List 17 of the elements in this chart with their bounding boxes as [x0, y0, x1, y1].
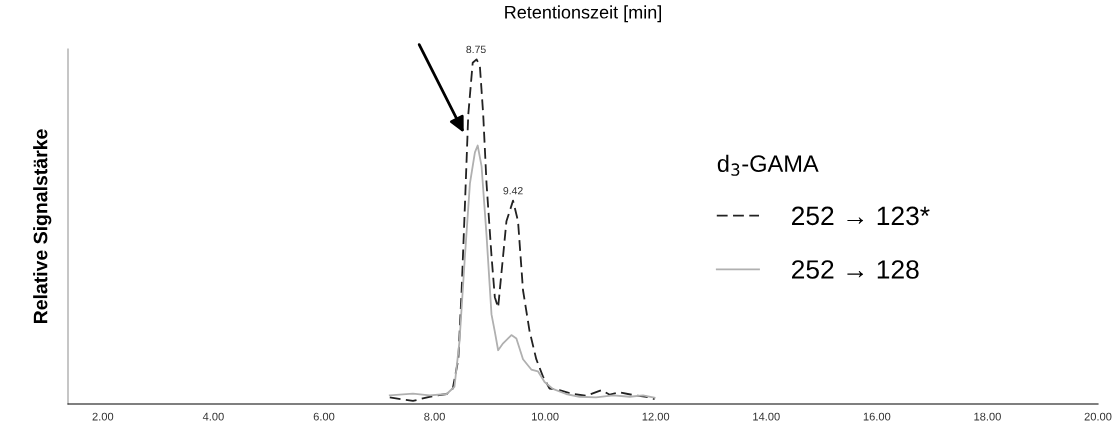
- x-tick-label: 6.00: [313, 412, 335, 421]
- x-tick-label: 8.00: [424, 412, 445, 421]
- x-tick-label: 18.00: [974, 412, 1001, 421]
- x-tick-label: 4.00: [202, 412, 224, 421]
- annotation: 9.42: [503, 187, 523, 195]
- x-axis-title: Retentionszeit [min]: [505, 5, 661, 23]
- x-tick-label: 10.00: [532, 412, 559, 421]
- legend-label: 252 → 128: [792, 260, 919, 279]
- annotation: 8.75: [466, 45, 486, 54]
- x-tick-label: 2.00: [92, 412, 114, 421]
- legend-label: 252 → 123*: [792, 206, 930, 226]
- y-axis-title: Relative Signalstärke: [33, 129, 52, 323]
- x-tick-label: 14.00: [753, 412, 780, 421]
- x-tick-label: 20.00: [1084, 412, 1112, 421]
- x-tick-label: 12.00: [642, 412, 670, 421]
- x-tick-label: 16.00: [863, 412, 891, 421]
- legend-title: d$_{3}$-GAMA: [717, 154, 819, 176]
